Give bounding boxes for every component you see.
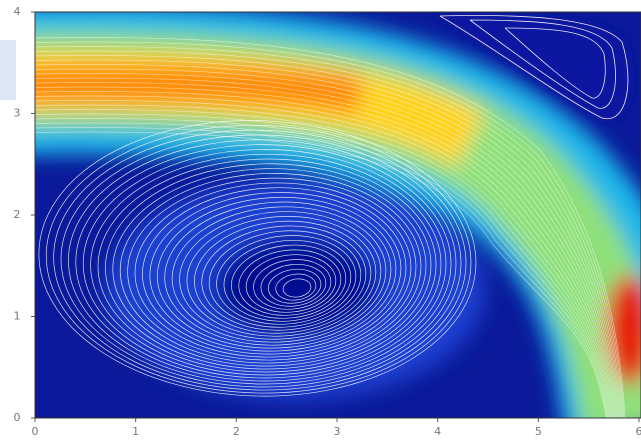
x-tick-label: 5	[535, 425, 542, 438]
y-tick-label: 2	[14, 208, 21, 221]
x-tick-label: 4	[434, 425, 441, 438]
y-tick-label: 3	[14, 107, 21, 120]
x-tick-label: 1	[132, 425, 139, 438]
y-tick-label: 4	[14, 5, 21, 18]
overlay-panel	[0, 40, 16, 100]
x-tick-label: 0	[32, 425, 39, 438]
x-tick-label: 2	[233, 425, 240, 438]
x-tick-label: 3	[334, 425, 341, 438]
x-tick-label: 6	[636, 425, 641, 438]
field	[0, 12, 641, 430]
y-tick-label: 1	[14, 310, 21, 323]
y-tick-label: 0	[14, 411, 21, 424]
